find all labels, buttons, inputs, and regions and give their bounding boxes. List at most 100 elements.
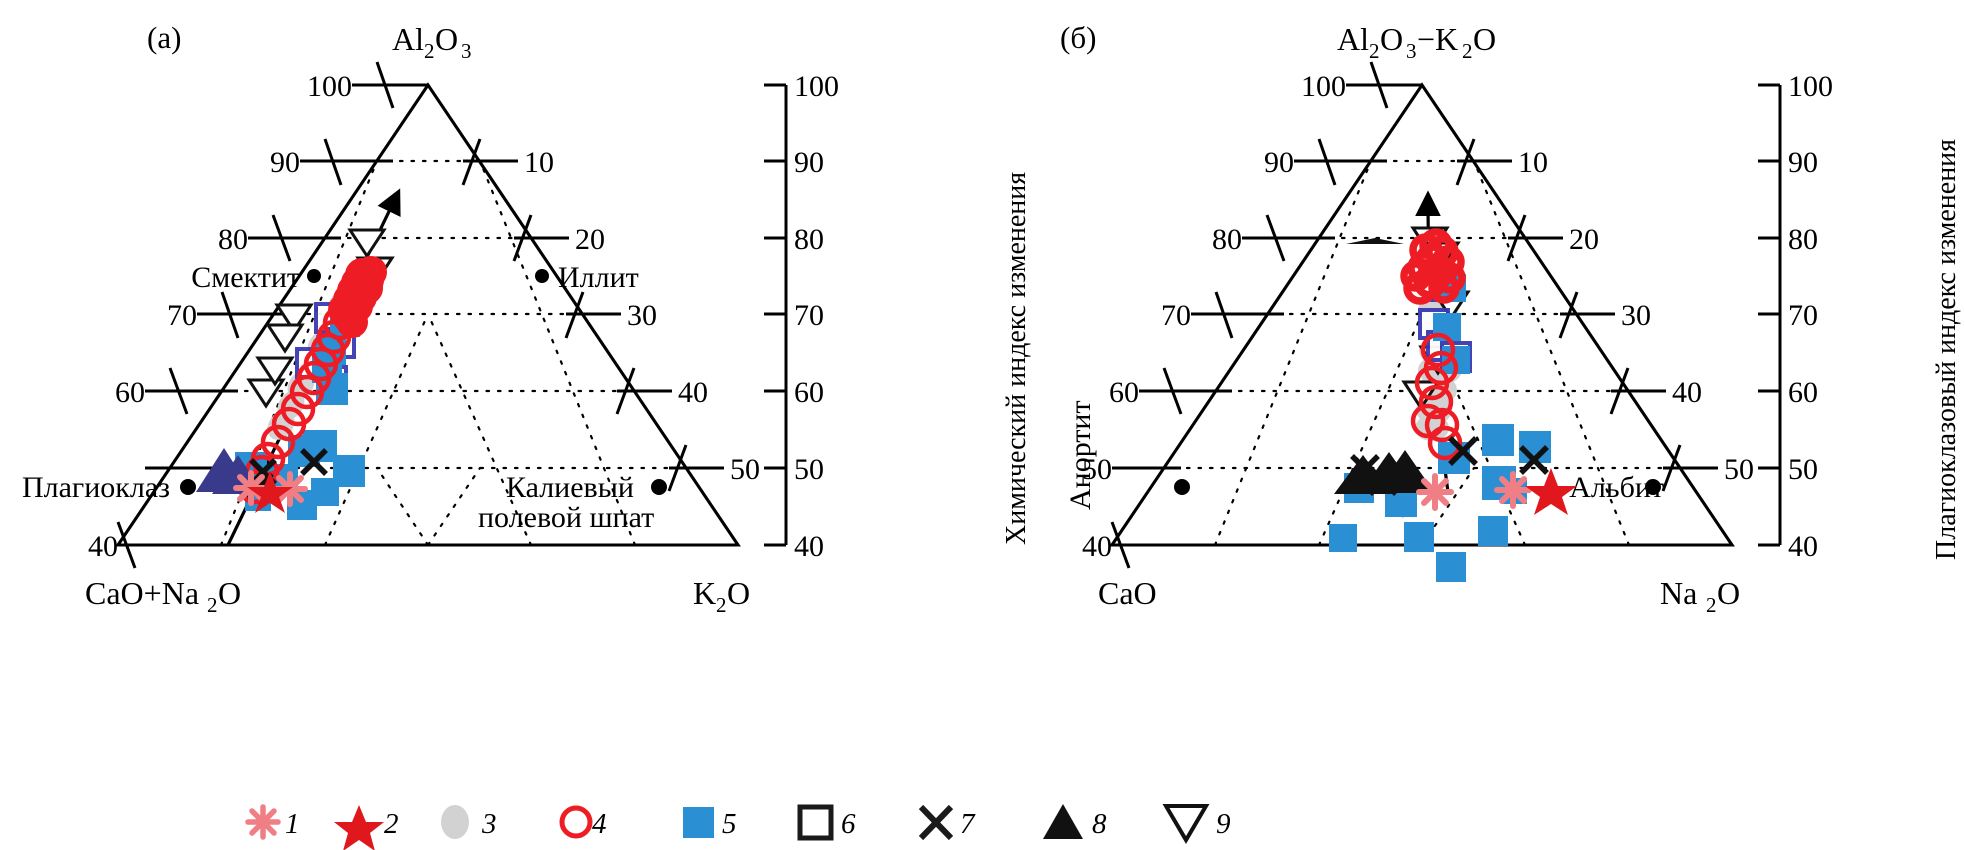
svg-text:40: 40 <box>794 530 824 563</box>
svg-text:2: 2 <box>1706 593 1717 617</box>
panel-a-series-4-cluster <box>328 256 387 338</box>
panel-a-scale-axis <box>764 83 788 547</box>
legend-label-4: 4 <box>592 808 607 840</box>
label-plagioclase: Плагиоклаз <box>22 471 170 504</box>
svg-text:Al: Al <box>1337 21 1369 57</box>
legend-item-5[interactable]: 5 <box>683 807 737 840</box>
panel-a-right-tick-labels: 10 20 30 40 50 <box>524 146 760 486</box>
svg-text:40: 40 <box>88 530 118 563</box>
svg-text:2: 2 <box>207 593 218 617</box>
svg-text:80: 80 <box>218 223 248 256</box>
legend-item-2[interactable]: 2 <box>334 805 399 850</box>
svg-text:2: 2 <box>1369 39 1380 63</box>
panel-b-series-2 <box>1525 468 1577 515</box>
svg-text:70: 70 <box>794 299 824 332</box>
triangle-down-open-icon <box>1162 804 1210 844</box>
legend-item-6[interactable]: 6 <box>797 804 856 841</box>
legend-label-5: 5 <box>722 808 737 840</box>
svg-text:O: O <box>727 575 750 611</box>
svg-text:60: 60 <box>115 376 145 409</box>
legend-label-2: 2 <box>384 808 399 840</box>
svg-text:50: 50 <box>1724 453 1754 486</box>
panel-a-right-ticks <box>461 138 724 492</box>
panel-a-plagioclase-dot <box>180 479 196 495</box>
legend-label-9: 9 <box>1216 808 1231 840</box>
svg-text:30: 30 <box>1621 299 1651 332</box>
panel-a-letter: (а) <box>147 20 181 55</box>
svg-text:20: 20 <box>575 223 605 256</box>
svg-text:90: 90 <box>270 146 300 179</box>
svg-text:30: 30 <box>627 299 657 332</box>
svg-text:Na: Na <box>1660 575 1697 611</box>
svg-text:80: 80 <box>1788 223 1818 256</box>
svg-text:40: 40 <box>678 376 708 409</box>
svg-text:50: 50 <box>1788 453 1818 486</box>
panel-a-apex-bottom-left-label: CaO+Na 2 O <box>85 575 241 617</box>
panel-b-scale-labels: 100 90 80 70 60 50 40 <box>1788 70 1833 563</box>
svg-text:O: O <box>1380 21 1403 57</box>
svg-text:O: O <box>435 21 458 57</box>
legend-label-1: 1 <box>285 808 300 840</box>
legend-item-1[interactable]: 1 <box>245 804 300 840</box>
legend-label-3: 3 <box>481 808 497 840</box>
svg-text:20: 20 <box>1569 223 1599 256</box>
triangle-up-filled-icon <box>1043 804 1083 839</box>
square-filled-icon <box>683 807 714 838</box>
panel-b-apex-bottom-left-label: CaO <box>1098 575 1157 611</box>
legend-item-8[interactable]: 8 <box>1043 804 1107 840</box>
svg-text:80: 80 <box>794 223 824 256</box>
label-anorthite: Анортит <box>1064 400 1097 510</box>
panel-a-scale-axis-title: Химический индекс изменения <box>1001 172 1032 545</box>
panel-b-letter: (б) <box>1060 20 1096 55</box>
svg-text:O: O <box>1717 575 1740 611</box>
legend-label-8: 8 <box>1092 808 1107 840</box>
svg-text:3: 3 <box>461 39 472 63</box>
panel-b-albite-dot <box>1645 479 1661 495</box>
legend-item-3[interactable]: 3 <box>441 805 497 840</box>
ellipse-icon <box>441 805 469 839</box>
svg-text:40: 40 <box>1672 376 1702 409</box>
star-icon <box>334 805 384 850</box>
legend-item-9[interactable]: 9 <box>1162 804 1231 844</box>
panel-a-left-ticks <box>116 61 428 569</box>
svg-text:3: 3 <box>1406 39 1417 63</box>
svg-text:Al: Al <box>392 21 424 57</box>
svg-text:60: 60 <box>1788 376 1818 409</box>
legend: 1 2 3 4 5 <box>245 804 1231 850</box>
panel-a-scale-labels: 100 90 80 70 60 50 40 <box>794 70 839 563</box>
legend-item-4[interactable]: 4 <box>559 805 607 840</box>
svg-text:50: 50 <box>1082 453 1112 486</box>
panel-b-left-ticks <box>1110 61 1422 569</box>
panel-b-left-tick-labels: 100 90 80 70 60 50 40 <box>1082 70 1346 563</box>
svg-text:50: 50 <box>730 453 760 486</box>
svg-text:70: 70 <box>167 299 197 332</box>
panel-b-right-tick-labels: 10 20 30 40 50 <box>1518 146 1754 486</box>
panel-a-illite-dot <box>535 269 549 283</box>
label-albite: Альбит <box>1569 471 1664 504</box>
panel-b-series-4-cluster <box>1400 228 1466 305</box>
panel-b-scale-axis <box>1758 83 1782 547</box>
svg-text:O: O <box>218 575 241 611</box>
legend-item-7[interactable]: 7 <box>918 804 976 841</box>
cross-x-icon <box>918 804 954 841</box>
panel-a-kfeldspar-dot <box>651 479 667 495</box>
svg-text:K: K <box>693 575 716 611</box>
asterisk-icon <box>245 804 281 840</box>
panel-a-left-tick-labels: 100 90 80 70 60 40 <box>88 70 352 563</box>
svg-text:CaO+Na: CaO+Na <box>85 575 199 611</box>
label-kfeldspar-line2: полевой шпат <box>478 501 654 534</box>
svg-text:40: 40 <box>1082 530 1112 563</box>
panel-b: (б) Al 2 O 3 −K 2 O <box>1060 20 1962 617</box>
svg-text:90: 90 <box>794 146 824 179</box>
svg-text:−K: −K <box>1417 21 1458 57</box>
panel-b-scale-axis-title: Плагиоклазовый индекс изменения <box>1931 139 1962 560</box>
panel-b-right-ticks <box>1455 138 1718 492</box>
panel-b-apex-top-label: Al 2 O 3 −K 2 O <box>1337 21 1496 63</box>
panel-b-series-7 <box>1350 436 1549 496</box>
svg-text:100: 100 <box>1788 70 1833 103</box>
label-smectite: Смектит <box>191 261 300 294</box>
panel-b-series-1 <box>1416 471 1532 511</box>
svg-text:60: 60 <box>794 376 824 409</box>
